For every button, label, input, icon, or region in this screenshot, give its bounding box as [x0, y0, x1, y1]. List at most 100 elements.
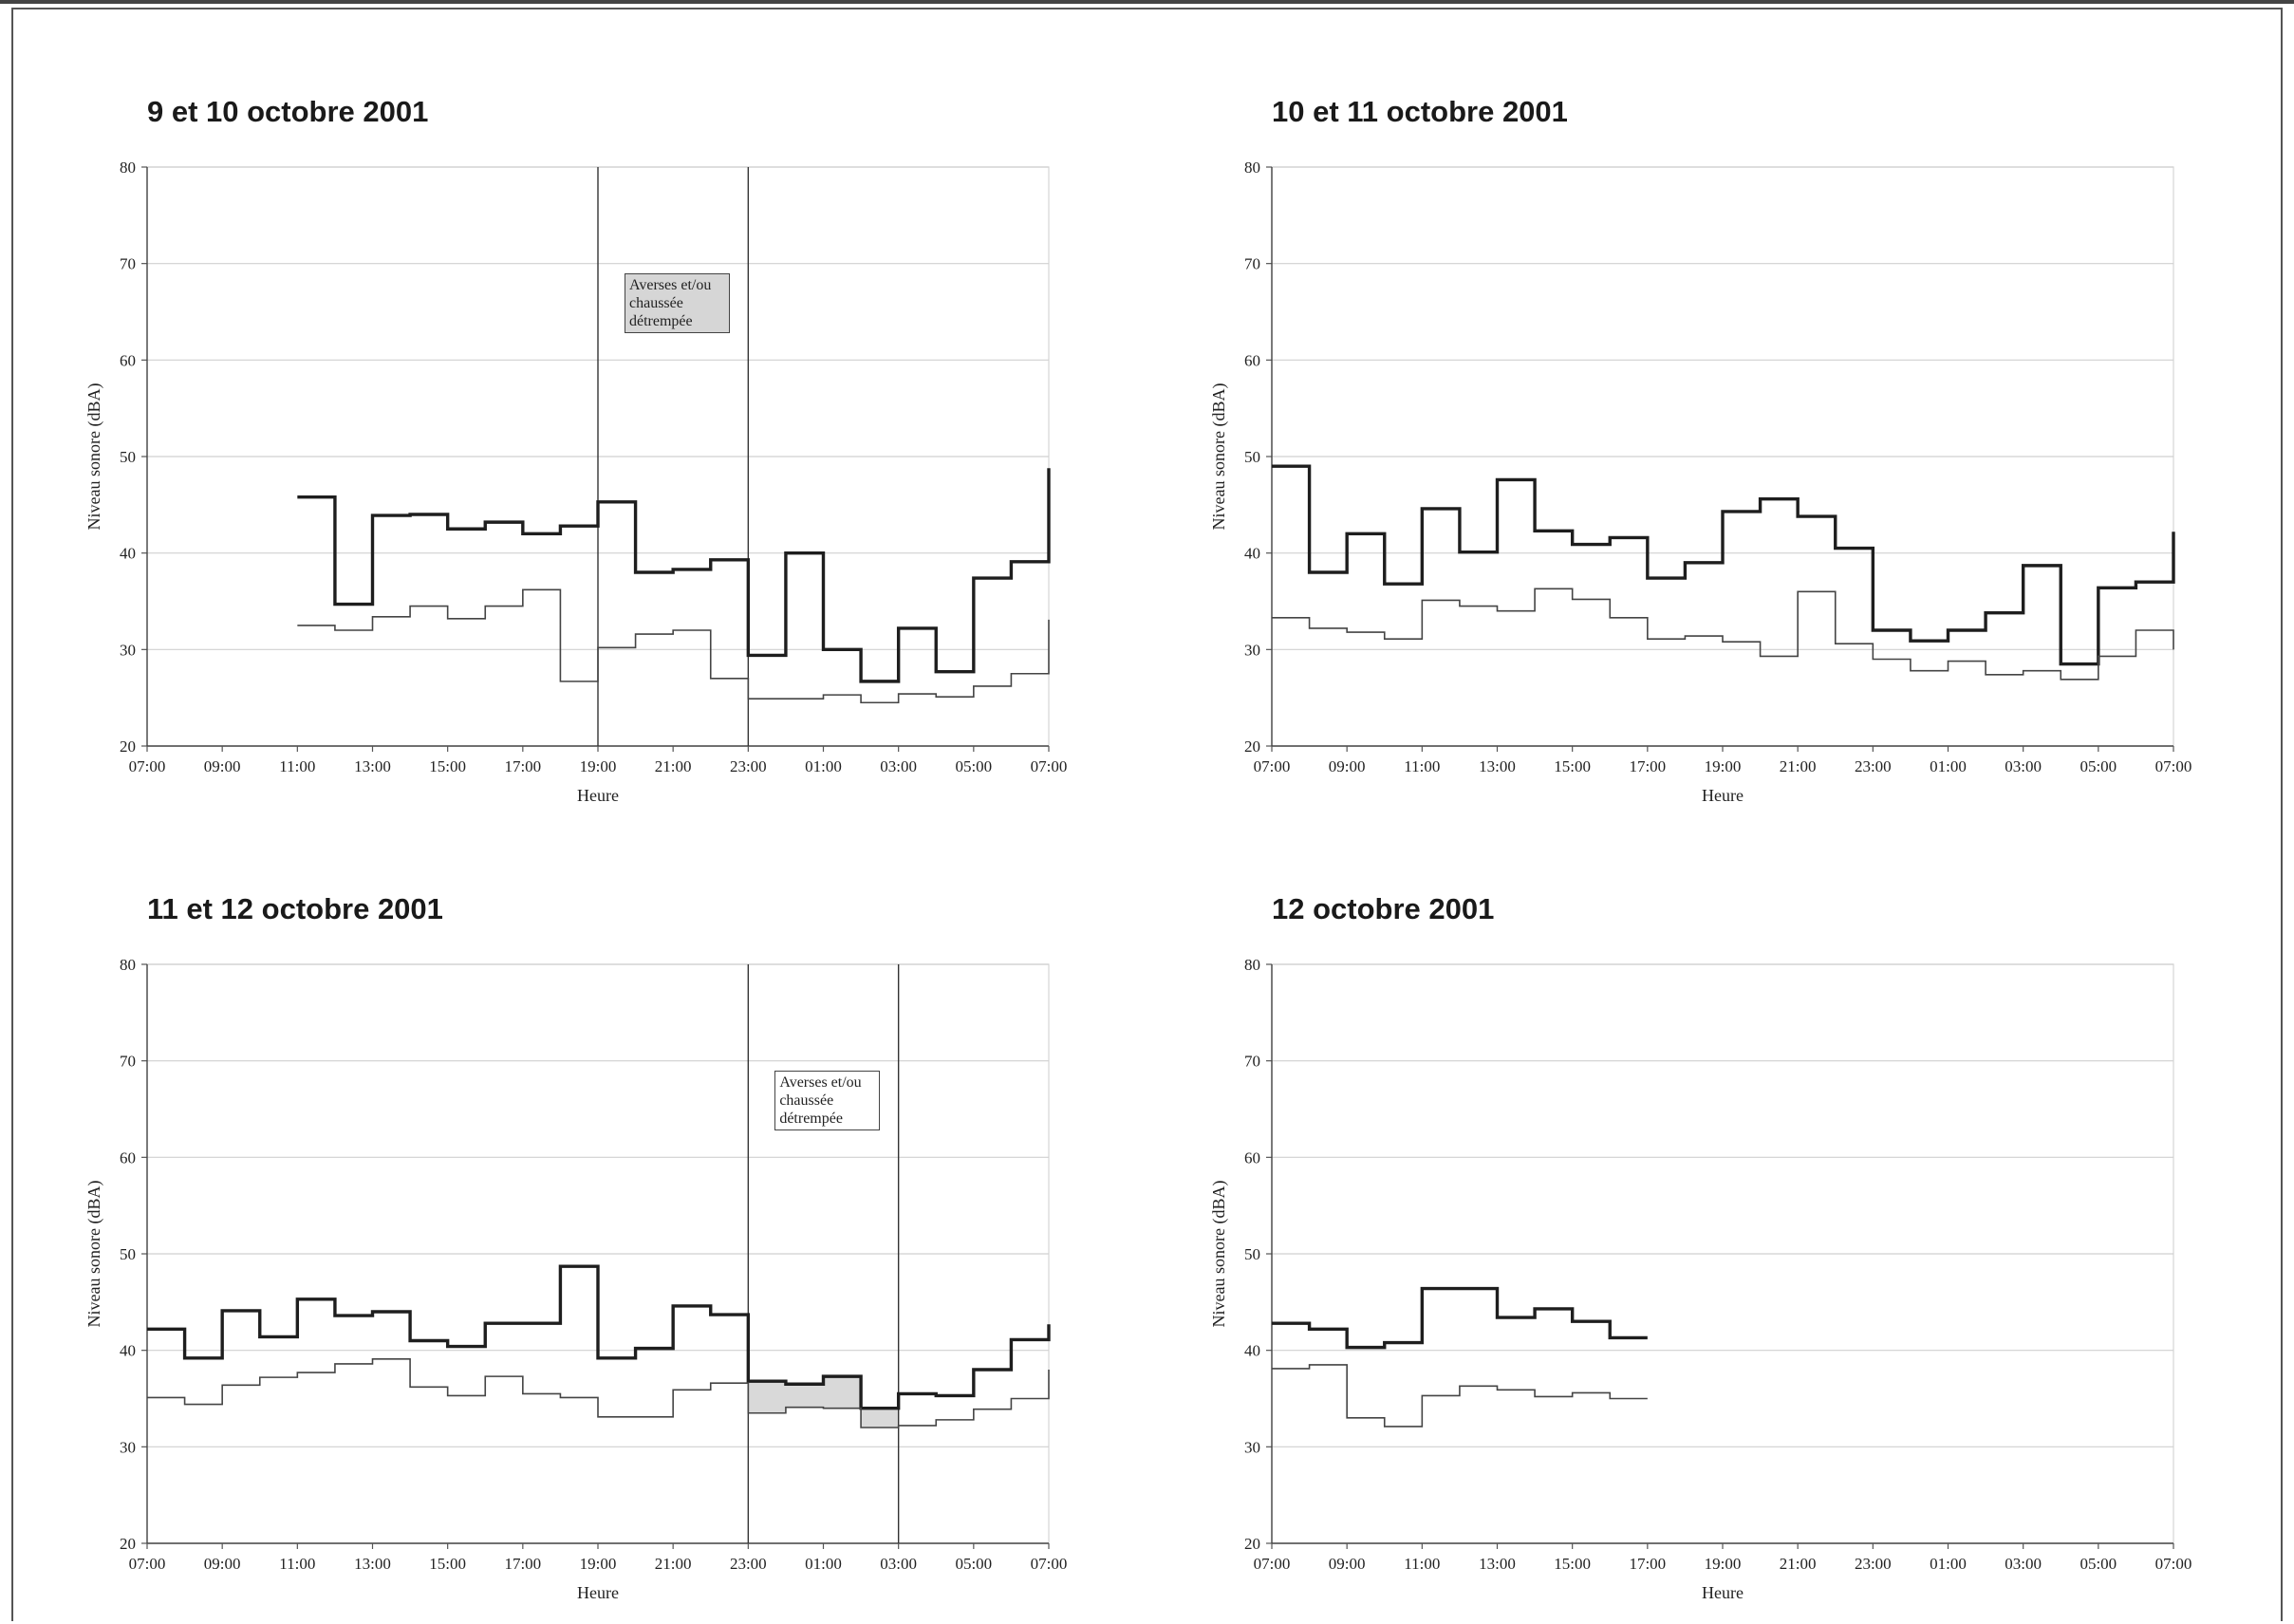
x-tick-label: 15:00 — [429, 1555, 466, 1573]
x-tick-label: 09:00 — [1329, 757, 1366, 775]
x-tick-label: 03:00 — [2005, 757, 2042, 775]
chart-title: 9 et 10 octobre 2001 — [147, 95, 429, 128]
rain-annotation-line: détrempée — [629, 313, 693, 329]
y-axis-title: Niveau sonore (dBA) — [1209, 1181, 1229, 1328]
x-tick-label: 15:00 — [1554, 757, 1591, 775]
chart-svg: 20 30 40 50 60 70 80 07:00 09:00 11:00 13:00 15:00 1… — [1209, 956, 2192, 1602]
x-tick-label: 19:00 — [1705, 757, 1742, 775]
y-tick-label: 20 — [1244, 737, 1260, 756]
x-tick-label: 15:00 — [429, 757, 466, 775]
x-tick-label: 07:00 — [2155, 1555, 2192, 1573]
x-tick-label: 07:00 — [1031, 1555, 1068, 1573]
x-tick-label: 23:00 — [1855, 1555, 1892, 1573]
x-axis-title: Heure — [577, 786, 619, 805]
rain-annotation-line: Averses et/ou — [629, 277, 712, 293]
y-tick-label: 60 — [120, 351, 136, 369]
y-tick-label: 50 — [1244, 448, 1260, 466]
x-tick-label: 17:00 — [1629, 1555, 1666, 1573]
y-tick-label: 20 — [120, 1535, 136, 1553]
rain-annotation-line: Averses et/ou — [779, 1074, 862, 1091]
y-axis-title: Niveau sonore (dBA) — [84, 383, 104, 531]
x-tick-label: 07:00 — [129, 1555, 166, 1573]
y-tick-label: 40 — [1244, 1342, 1260, 1360]
x-tick-label: 03:00 — [880, 1555, 917, 1573]
y-tick-label: 70 — [1244, 1053, 1260, 1071]
chart-svg: 20 30 40 50 60 70 80 07:00 09:00 11:00 13:00 15:00 1… — [1209, 159, 2191, 805]
chart-title: 11 et 12 octobre 2001 — [147, 892, 443, 925]
y-tick-label: 60 — [1244, 351, 1260, 369]
y-tick-label: 30 — [1244, 641, 1260, 659]
x-tick-label: 09:00 — [1329, 1555, 1366, 1573]
x-tick-label: 05:00 — [2080, 757, 2117, 775]
y-tick-label: 30 — [120, 641, 136, 659]
y-tick-label: 70 — [1244, 255, 1260, 273]
series-line-2 — [147, 1358, 1050, 1428]
series-line-1 — [147, 1264, 1051, 1410]
series-line-2 — [1272, 1364, 1648, 1428]
y-tick-label: 80 — [120, 159, 136, 177]
x-tick-label: 19:00 — [1705, 1555, 1742, 1573]
x-tick-label: 19:00 — [580, 1555, 617, 1573]
y-tick-label: 30 — [1244, 1438, 1260, 1456]
x-tick-label: 09:00 — [204, 1555, 241, 1573]
x-tick-label: 21:00 — [655, 1555, 692, 1573]
x-tick-label: 21:00 — [1780, 757, 1817, 775]
y-tick-label: 70 — [120, 255, 136, 273]
y-axis-title: Niveau sonore (dBA) — [84, 1181, 104, 1328]
rain-annotation-box: Averses et/ou chaussée détrempée — [774, 1071, 880, 1130]
rain-annotation-box: Averses et/ou chaussée détrempée — [625, 273, 730, 333]
x-tick-label: 15:00 — [1554, 1555, 1591, 1573]
x-tick-label: 03:00 — [880, 757, 917, 775]
x-tick-label: 13:00 — [1479, 757, 1516, 775]
y-tick-label: 50 — [120, 448, 136, 466]
page-top-edge — [0, 0, 2294, 4]
x-tick-label: 23:00 — [730, 1555, 767, 1573]
x-tick-label: 03:00 — [2005, 1555, 2042, 1573]
y-tick-label: 70 — [120, 1053, 136, 1071]
x-tick-label: 19:00 — [580, 757, 617, 775]
x-axis-title: Heure — [577, 1583, 619, 1602]
x-axis-title: Heure — [1702, 786, 1744, 805]
x-tick-label: 01:00 — [1930, 1555, 1967, 1573]
x-axis-title: Heure — [1702, 1583, 1744, 1602]
x-tick-label: 17:00 — [1629, 757, 1666, 775]
x-tick-label: 21:00 — [655, 757, 692, 775]
x-tick-label: 11:00 — [279, 1555, 315, 1573]
rain-annotation-line: détrempée — [779, 1111, 843, 1127]
chart-title: 12 octobre 2001 — [1272, 892, 1495, 925]
x-tick-label: 11:00 — [1404, 757, 1440, 775]
y-tick-label: 40 — [120, 1342, 136, 1360]
x-tick-label: 13:00 — [1479, 1555, 1516, 1573]
x-tick-label: 05:00 — [955, 1555, 992, 1573]
y-tick-label: 60 — [120, 1148, 136, 1167]
x-tick-label: 17:00 — [504, 1555, 541, 1573]
x-tick-label: 13:00 — [354, 1555, 391, 1573]
x-tick-label: 11:00 — [1404, 1555, 1440, 1573]
y-tick-label: 20 — [1244, 1535, 1260, 1553]
x-tick-label: 05:00 — [955, 757, 992, 775]
chart-panel-2: 10 et 11 octobre 2001 20 30 40 50 60 70 80 07:0… — [1134, 17, 2226, 805]
x-tick-label: 21:00 — [1780, 1555, 1817, 1573]
y-tick-label: 40 — [1244, 545, 1260, 563]
x-tick-label: 05:00 — [2080, 1555, 2117, 1573]
y-tick-label: 80 — [1244, 956, 1260, 974]
x-tick-label: 07:00 — [1254, 757, 1291, 775]
series-line-2 — [1272, 588, 2174, 681]
x-tick-label: 23:00 — [730, 757, 767, 775]
x-tick-label: 13:00 — [354, 757, 391, 775]
x-tick-label: 23:00 — [1855, 757, 1892, 775]
x-tick-label: 01:00 — [805, 1555, 842, 1573]
x-tick-label: 09:00 — [204, 757, 241, 775]
y-tick-label: 50 — [120, 1245, 136, 1263]
y-tick-label: 80 — [1244, 159, 1260, 177]
rain-annotation-line: chaussée — [779, 1092, 834, 1109]
y-tick-label: 20 — [120, 737, 136, 756]
y-tick-label: 50 — [1244, 1245, 1260, 1263]
rain-annotation-line: chaussée — [629, 295, 683, 311]
page-frame — [11, 8, 2283, 1621]
y-tick-label: 80 — [120, 956, 136, 974]
chart-svg: 20 30 40 50 60 70 80 07:00 09:00 11:00 13:00 15:00 1… — [84, 956, 1068, 1602]
series-line-1 — [1272, 464, 2175, 666]
y-axis-title: Niveau sonore (dBA) — [1209, 383, 1229, 531]
y-tick-label: 60 — [1244, 1148, 1260, 1167]
